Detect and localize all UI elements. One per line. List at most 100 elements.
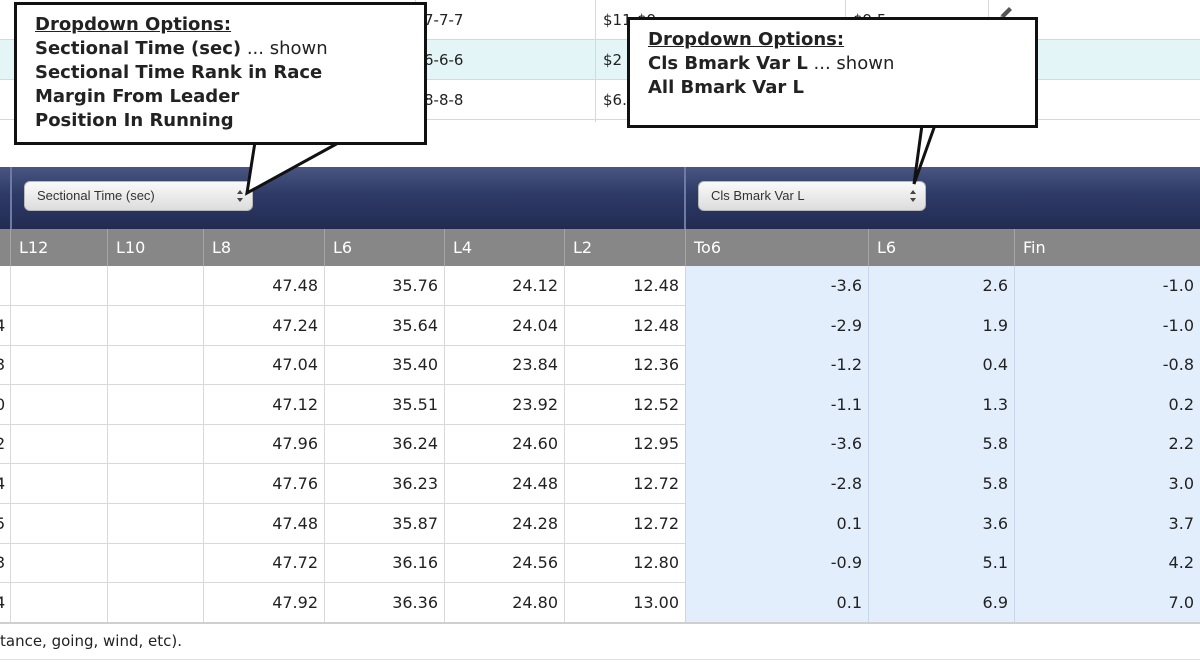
cell-l6: 35.40	[324, 345, 444, 386]
cell-l10	[107, 424, 203, 465]
cell-l6: 35.64	[324, 305, 444, 346]
cell-l8: 47.48	[203, 503, 324, 544]
cell-to6: 0.1	[685, 503, 868, 544]
cell-fin: -0.8	[1014, 345, 1200, 386]
column-header-l10[interactable]: L10	[107, 229, 203, 266]
callout-option: Sectional Time Rank in Race	[35, 62, 323, 83]
table-bottom-border	[0, 622, 1200, 624]
updown-arrows-icon	[237, 190, 243, 202]
column-header-bmark-l6[interactable]: L6	[868, 229, 1014, 266]
table-row[interactable]: 0 47.12 35.51 23.92 12.52 -1.1 1.3 0.2	[0, 384, 1200, 425]
table-row[interactable]: 8-8-8 $6.	[0, 80, 1200, 120]
cell-bmark-l6: 5.8	[868, 424, 1014, 465]
callout-title: Dropdown Options:	[35, 14, 232, 35]
row-lead-cell: 0	[0, 394, 6, 414]
callout-option: Sectional Time (sec) ... shown	[35, 38, 328, 59]
cell-to6: -2.8	[685, 464, 868, 504]
table-row[interactable]: 4 47.76 36.23 24.48 12.72 -2.8 5.8 3.0	[0, 464, 1200, 504]
cell-l2: 12.52	[564, 384, 685, 425]
cell-to6: -1.1	[685, 384, 868, 425]
cell-l12	[10, 384, 107, 425]
callout-option: All Bmark Var L	[648, 77, 804, 98]
column-header-l4[interactable]: L4	[444, 229, 564, 266]
table-row[interactable]: 3 47.04 35.40 23.84 12.36 -1.2 0.4 -0.8	[0, 345, 1200, 386]
positions-cell: 8-8-8	[424, 91, 464, 109]
benchmark-dropdown[interactable]: Cls Bmark Var L	[698, 181, 926, 211]
divider	[0, 659, 1200, 660]
cell-l2: 12.95	[564, 424, 685, 465]
column-header-l8[interactable]: L8	[203, 229, 324, 266]
cell-l2: 12.72	[564, 503, 685, 544]
cell-l10	[107, 305, 203, 346]
cell-l10	[107, 582, 203, 623]
cell-l8: 47.72	[203, 543, 324, 584]
callout-right-dropdown-options: Dropdown Options: Cls Bmark Var L ... sh…	[627, 17, 1038, 128]
cell-l8: 47.24	[203, 305, 324, 346]
cell-l6: 35.76	[324, 266, 444, 306]
table-row[interactable]: 2 47.96 36.24 24.60 12.95 -3.6 5.8 2.2	[0, 424, 1200, 465]
band-divider	[10, 167, 12, 229]
table-row[interactable]: 3 47.72 36.16 24.56 12.80 -0.9 5.1 4.2	[0, 543, 1200, 584]
cell-l12	[10, 582, 107, 623]
column-header-l2[interactable]: L2	[564, 229, 685, 266]
cell-l12	[10, 543, 107, 584]
column-header-to6[interactable]: To6	[685, 229, 868, 266]
table-row[interactable]: 4 47.92 36.36 24.80 13.00 0.1 6.9 7.0	[0, 582, 1200, 623]
row-lead-cell: 4	[0, 474, 6, 493]
cell-fin: 3.7	[1014, 503, 1200, 544]
table-row[interactable]: 47.48 35.76 24.12 12.48 -3.6 2.6 -1.0	[0, 266, 1200, 306]
cell-l12	[10, 305, 107, 346]
cell-bmark-l6: 6.9	[868, 582, 1014, 623]
cell-to6: -2.9	[685, 305, 868, 346]
cell-l12	[10, 424, 107, 465]
cell-l4: 24.56	[444, 543, 564, 584]
cell-l4: 24.04	[444, 305, 564, 346]
cell-l6: 36.16	[324, 543, 444, 584]
callout-option: Cls Bmark Var L ... shown	[648, 53, 895, 74]
row-lead-cell: 2	[0, 434, 6, 454]
cell-fin: 7.0	[1014, 582, 1200, 623]
cell-to6: -0.9	[685, 543, 868, 584]
callout-option: Margin From Leader	[35, 86, 240, 107]
odds-cell: $2	[603, 51, 623, 69]
cell-l12	[10, 345, 107, 386]
cell-l4: 23.92	[444, 384, 564, 425]
cell-to6: -3.6	[685, 424, 868, 465]
callout-left-dropdown-options: Dropdown Options: Sectional Time (sec) .…	[14, 2, 427, 145]
dropdown-value: Sectional Time (sec)	[37, 188, 155, 203]
cell-l8: 47.48	[203, 266, 324, 306]
cell-to6: 0.1	[685, 582, 868, 623]
cell-l8: 47.96	[203, 424, 324, 465]
cell-l4: 24.12	[444, 266, 564, 306]
table-row[interactable]: 4 47.24 35.64 24.04 12.48 -2.9 1.9 -1.0	[0, 305, 1200, 346]
cell-bmark-l6: 2.6	[868, 266, 1014, 306]
cell-l6: 36.24	[324, 424, 444, 465]
row-lead-cell	[0, 266, 10, 306]
column-header-l6[interactable]: L6	[324, 229, 444, 266]
cell-l12	[10, 266, 107, 306]
cell-fin: 3.0	[1014, 464, 1200, 504]
cell-bmark-l6: 0.4	[868, 345, 1014, 386]
row-lead-cell: 4	[0, 592, 6, 612]
column-header-l12[interactable]: L12	[10, 229, 107, 266]
cell-l4: 24.60	[444, 424, 564, 465]
cell-bmark-l6: 5.8	[868, 464, 1014, 504]
table-row[interactable]: 5 47.48 35.87 24.28 12.72 0.1 3.6 3.7	[0, 503, 1200, 544]
column-header-fin[interactable]: Fin	[1014, 229, 1200, 266]
cell-l2: 13.00	[564, 582, 685, 623]
cell-bmark-l6: 1.9	[868, 305, 1014, 346]
row-lead-cell: 5	[0, 513, 6, 533]
callout-title: Dropdown Options:	[648, 29, 845, 50]
cell-l6: 36.36	[324, 582, 444, 623]
sectional-metric-dropdown[interactable]: Sectional Time (sec)	[24, 181, 253, 211]
cell-fin: -1.0	[1014, 305, 1200, 346]
cell-l2: 12.48	[564, 305, 685, 346]
cell-to6: -1.2	[685, 345, 868, 386]
band-divider	[684, 167, 686, 229]
positions-cell: 6-6-6	[424, 51, 464, 69]
cell-l8: 47.12	[203, 384, 324, 425]
cell-l10	[107, 384, 203, 425]
cell-l2: 12.80	[564, 543, 685, 584]
cell-l6: 36.23	[324, 464, 444, 504]
cell-fin: 2.2	[1014, 424, 1200, 465]
